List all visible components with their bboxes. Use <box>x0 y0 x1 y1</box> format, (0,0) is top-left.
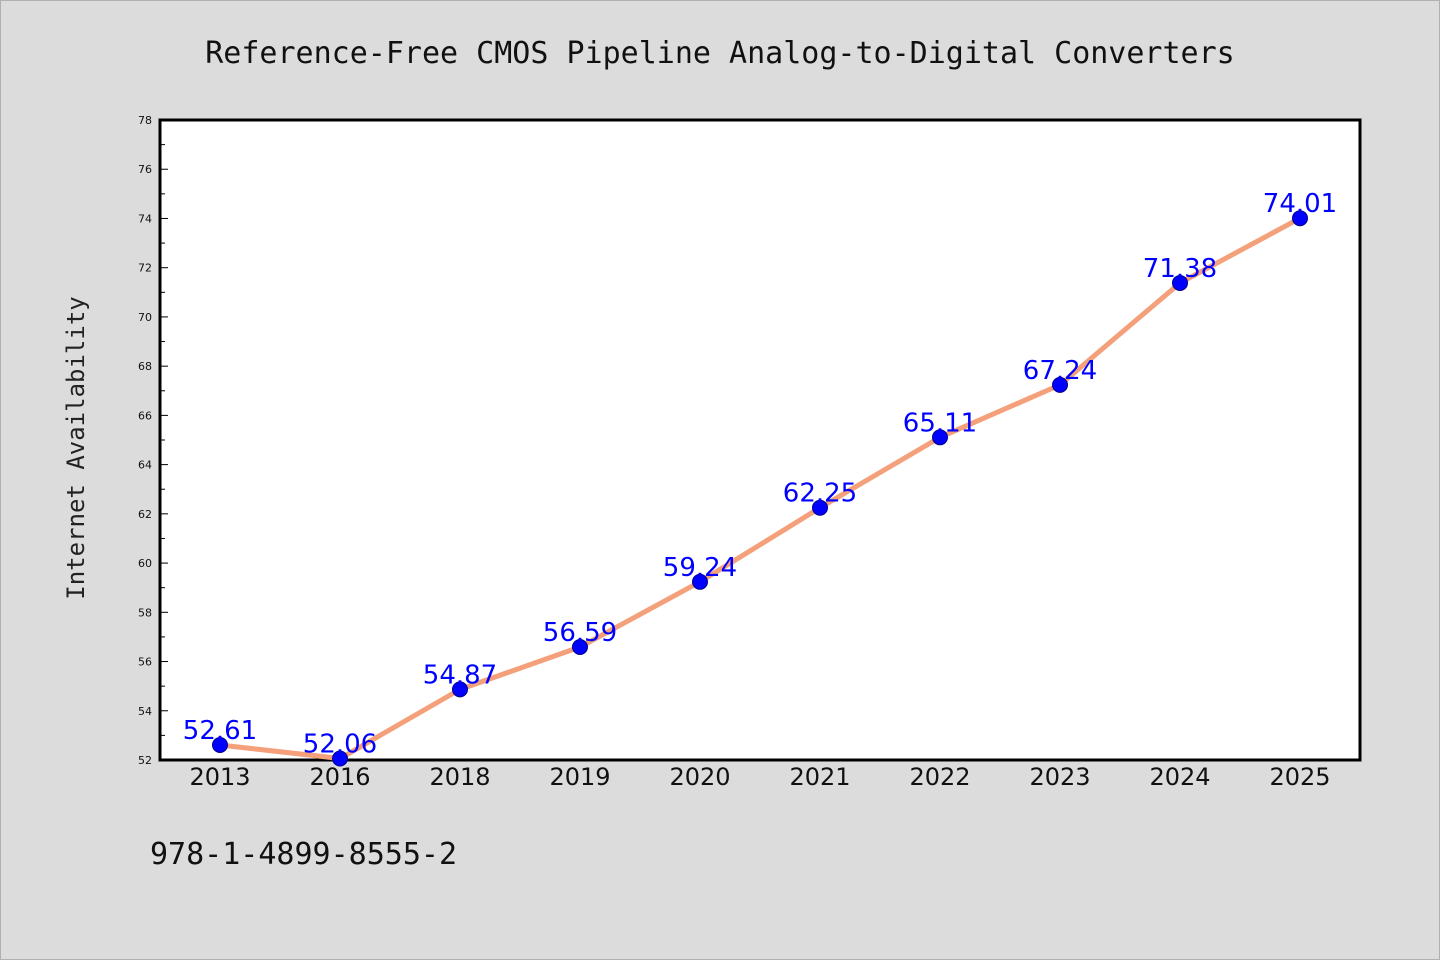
y-tick-label: 60 <box>138 557 152 570</box>
y-tick-label: 68 <box>138 360 152 373</box>
data-label: 54.87 <box>423 660 497 690</box>
y-tick-label: 78 <box>138 114 152 127</box>
data-label: 52.61 <box>183 716 257 746</box>
y-axis-label: Internet Availability <box>62 296 90 599</box>
y-tick-label: 62 <box>138 508 152 521</box>
x-tick-label: 2018 <box>429 763 490 791</box>
y-tick-label: 74 <box>138 212 152 225</box>
x-tick-label: 2025 <box>1269 763 1330 791</box>
data-point-marker <box>452 681 468 698</box>
x-tick-label: 2013 <box>189 763 250 791</box>
data-point-marker <box>692 573 708 590</box>
data-point-marker <box>812 499 828 516</box>
y-tick-label: 76 <box>138 163 152 176</box>
x-axis: 2013 2016 2018 2019 2020 2021 2022 2023 2024 2025 <box>189 763 1330 791</box>
series-line <box>217 215 1303 762</box>
data-label: 67.24 <box>1023 356 1097 386</box>
x-tick-label: 2023 <box>1029 763 1090 791</box>
data-label: 59.24 <box>663 553 737 583</box>
chart-title: Reference-Free CMOS Pipeline Analog-to-D… <box>205 36 1235 71</box>
data-labels-group: 52.61 52.06 54.87 56.59 59.24 62.25 65.11 67.24… <box>183 189 1337 759</box>
data-point-marker <box>1292 210 1308 227</box>
y-tick-label: 58 <box>138 606 152 619</box>
x-tick-label: 2020 <box>669 763 730 791</box>
data-point-marker <box>1052 376 1068 393</box>
y-tick-label: 56 <box>138 656 152 669</box>
data-point-marker <box>332 750 348 767</box>
y-axis: 52 54 56 58 60 62 64 66 68 70 72 74 76 78 <box>138 114 168 767</box>
y-tick-label: 70 <box>138 311 152 324</box>
y-tick-label: 66 <box>138 409 152 422</box>
plot-area <box>158 118 1362 762</box>
data-label: 56.59 <box>543 618 617 648</box>
data-point-marker <box>1172 274 1188 291</box>
data-label: 52.06 <box>303 730 377 760</box>
data-point-marker <box>572 639 588 656</box>
x-tick-label: 2022 <box>909 763 970 791</box>
x-tick-label: 2016 <box>309 763 370 791</box>
y-tick-label: 52 <box>138 754 152 767</box>
series-line-group <box>212 210 1308 767</box>
isbn-text: 978-1-4899-8555-2 <box>150 837 457 872</box>
data-point-marker <box>212 736 228 753</box>
data-label: 62.25 <box>783 479 857 509</box>
data-label: 74.01 <box>1263 189 1337 219</box>
y-tick-label: 64 <box>138 459 152 472</box>
x-tick-label: 2019 <box>549 763 610 791</box>
x-tick-label: 2021 <box>789 763 850 791</box>
data-label: 71.38 <box>1143 254 1217 284</box>
y-tick-label: 54 <box>138 705 152 718</box>
data-label: 65.11 <box>903 408 977 438</box>
y-tick-label: 72 <box>138 262 152 275</box>
data-point-marker <box>932 429 948 446</box>
x-tick-label: 2024 <box>1149 763 1210 791</box>
